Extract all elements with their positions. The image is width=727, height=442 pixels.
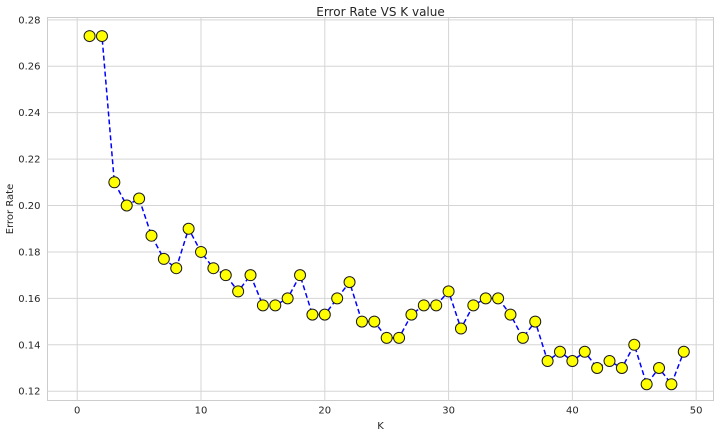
data-point <box>454 322 467 335</box>
data-point <box>157 252 170 265</box>
data-point <box>640 378 653 391</box>
data-point <box>83 30 96 43</box>
data-point <box>120 199 133 212</box>
data-point <box>368 315 381 328</box>
y-tick-label: 0.26 <box>18 62 40 73</box>
y-tick-label: 0.16 <box>18 294 40 305</box>
data-point <box>442 285 455 298</box>
data-point <box>516 331 529 344</box>
data-point <box>232 285 245 298</box>
data-point <box>256 299 269 312</box>
data-point <box>306 308 319 321</box>
data-point <box>195 245 208 258</box>
y-tick-label: 0.28 <box>18 15 40 26</box>
data-point <box>182 222 195 235</box>
x-tick-label: 10 <box>195 406 208 417</box>
data-point <box>331 292 344 305</box>
x-tick-label: 40 <box>566 406 579 417</box>
data-point <box>665 378 678 391</box>
data-point <box>108 176 121 189</box>
data-point <box>170 262 183 275</box>
chart-title: Error Rate VS K value <box>316 5 445 19</box>
grid-lines <box>47 17 714 401</box>
y-tick-label: 0.12 <box>18 387 40 398</box>
data-point <box>504 308 517 321</box>
y-tick-label: 0.18 <box>18 247 40 258</box>
y-tick-label: 0.24 <box>18 108 40 119</box>
data-point <box>355 315 368 328</box>
data-series <box>83 30 690 391</box>
data-point <box>393 331 406 344</box>
data-point <box>553 345 566 358</box>
data-point <box>615 362 628 375</box>
data-point <box>628 338 641 351</box>
data-point <box>207 262 220 275</box>
data-point <box>677 345 690 358</box>
data-point <box>529 315 542 328</box>
plot-area <box>47 17 714 401</box>
data-point <box>566 355 579 368</box>
data-point <box>479 292 492 305</box>
x-tick-label: 0 <box>74 406 80 417</box>
data-point <box>318 308 331 321</box>
data-point <box>417 299 430 312</box>
data-point <box>219 269 232 282</box>
y-tick-label: 0.14 <box>18 340 40 351</box>
data-point <box>244 269 257 282</box>
data-point <box>541 355 554 368</box>
data-point <box>430 299 443 312</box>
data-point <box>95 30 108 43</box>
data-point <box>591 362 604 375</box>
tick-labels: 0 10 20 30 40 50 0.12 0.14 0.16 0.18 0.20 0.22 0.24 0… <box>18 15 702 416</box>
data-point <box>603 355 616 368</box>
data-point <box>578 345 591 358</box>
data-point <box>467 299 480 312</box>
data-point <box>281 292 294 305</box>
data-point <box>133 192 146 205</box>
data-point <box>653 362 666 375</box>
y-axis-title: Error Rate <box>5 184 16 234</box>
data-point <box>492 292 505 305</box>
y-tick-label: 0.22 <box>18 155 40 166</box>
data-point <box>380 331 393 344</box>
data-point <box>269 299 282 312</box>
data-point <box>343 276 356 289</box>
x-tick-label: 30 <box>442 406 455 417</box>
data-point <box>405 308 418 321</box>
y-tick-label: 0.20 <box>18 201 40 212</box>
data-point <box>145 229 158 242</box>
x-axis-title: K <box>377 421 384 432</box>
x-tick-label: 50 <box>690 406 703 417</box>
data-point <box>294 269 307 282</box>
x-tick-label: 20 <box>318 406 331 417</box>
